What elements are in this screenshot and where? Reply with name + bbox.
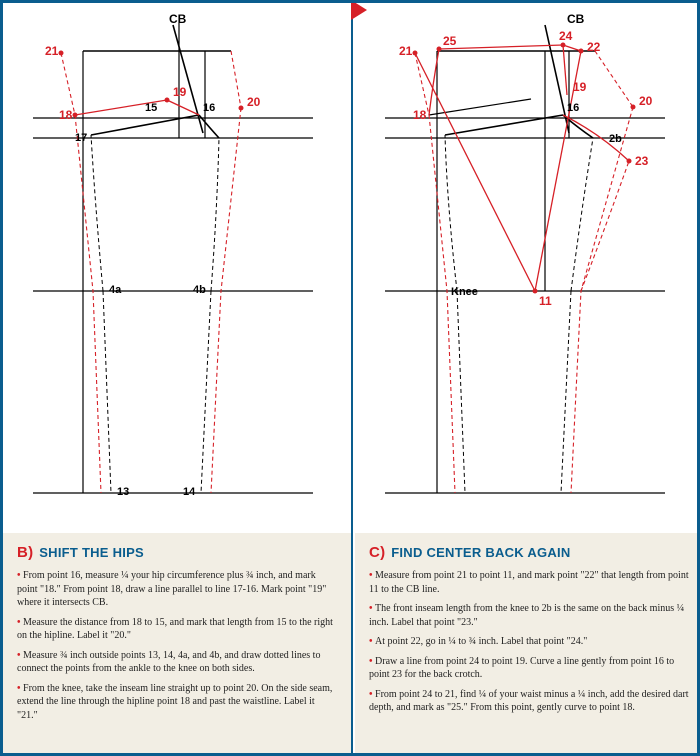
instruction-para: Measure from point 21 to point 11, and m…: [369, 569, 689, 596]
diagram-c-svg: CB 21 25 24 22 18 19 16 20 2b 23 Knee 11: [355, 3, 700, 533]
svg-text:18: 18: [59, 108, 73, 122]
instruction-para: At point 22, go in ¼ to ¾ inch. Label th…: [369, 635, 689, 649]
instruction-para: Draw a line from point 24 to point 19. C…: [369, 655, 689, 682]
svg-text:Knee: Knee: [451, 286, 478, 298]
panel-c: CB 21 25 24 22 18 19 16 20 2b 23 Knee 11 C) FIND CEN…: [355, 3, 700, 753]
paras-c: Measure from point 21 to point 11, and m…: [369, 569, 689, 715]
svg-text:21: 21: [45, 44, 59, 58]
svg-text:23: 23: [635, 154, 649, 168]
svg-text:20: 20: [639, 94, 653, 108]
page-frame: CB211817151916204a4b1314 B) SHIFT THE HI…: [0, 0, 700, 756]
heading-b-letter: B): [17, 544, 33, 561]
svg-text:2b: 2b: [609, 133, 622, 145]
instruction-para: From point 24 to 21, find ¼ of your wais…: [369, 688, 689, 715]
svg-text:17: 17: [75, 132, 87, 144]
svg-text:21: 21: [399, 44, 413, 58]
svg-text:16: 16: [567, 102, 579, 114]
svg-text:22: 22: [587, 40, 601, 54]
arrow-icon: [351, 0, 367, 20]
instruction-para: From the knee, take the inseam line stra…: [17, 682, 337, 723]
heading-c-letter: C): [369, 544, 385, 561]
svg-text:14: 14: [183, 486, 196, 498]
panel-b: CB 21 1817 15 19 16 20 4a 4b 13 14 B) SHIFT THE HI…: [3, 3, 353, 753]
instruction-para: Measure the distance from 18 to 15, and …: [17, 616, 337, 643]
heading-b: B) SHIFT THE HIPS: [17, 543, 337, 563]
diagram-b-svg: CB 21 1817 15 19 16 20 4a 4b 13 14: [3, 3, 353, 533]
svg-text:24: 24: [559, 29, 573, 43]
svg-text:11: 11: [539, 294, 552, 308]
instruction-para: Measure ¾ inch outside points 13, 14, 4a…: [17, 649, 337, 676]
svg-text:CB: CB: [567, 12, 585, 26]
diagram-c: CB 21 25 24 22 18 19 16 20 2b 23 Knee 11: [355, 3, 700, 533]
svg-text:4b: 4b: [193, 284, 206, 296]
svg-text:CB: CB: [169, 12, 187, 26]
svg-text:19: 19: [573, 80, 587, 94]
svg-text:4a: 4a: [109, 284, 122, 296]
heading-b-title: SHIFT THE HIPS: [39, 545, 144, 560]
heading-c: C) FIND CENTER BACK AGAIN: [369, 543, 689, 563]
instructions-c: C) FIND CENTER BACK AGAIN Measure from p…: [355, 533, 700, 753]
svg-text:18: 18: [413, 108, 427, 122]
instruction-para: From point 16, measure ¼ your hip circum…: [17, 569, 337, 610]
svg-text:13: 13: [117, 486, 129, 498]
instruction-para: The front inseam length from the knee to…: [369, 602, 689, 629]
svg-text:25: 25: [443, 34, 457, 48]
svg-text:15: 15: [145, 102, 157, 114]
heading-c-title: FIND CENTER BACK AGAIN: [391, 545, 570, 560]
svg-text:20: 20: [247, 95, 261, 109]
paras-b: From point 16, measure ¼ your hip circum…: [17, 569, 337, 722]
diagram-b: CB 21 1817 15 19 16 20 4a 4b 13 14: [3, 3, 351, 533]
svg-text:16: 16: [203, 102, 215, 114]
svg-text:19: 19: [173, 85, 187, 99]
instructions-b: B) SHIFT THE HIPS From point 16, measure…: [3, 533, 351, 753]
